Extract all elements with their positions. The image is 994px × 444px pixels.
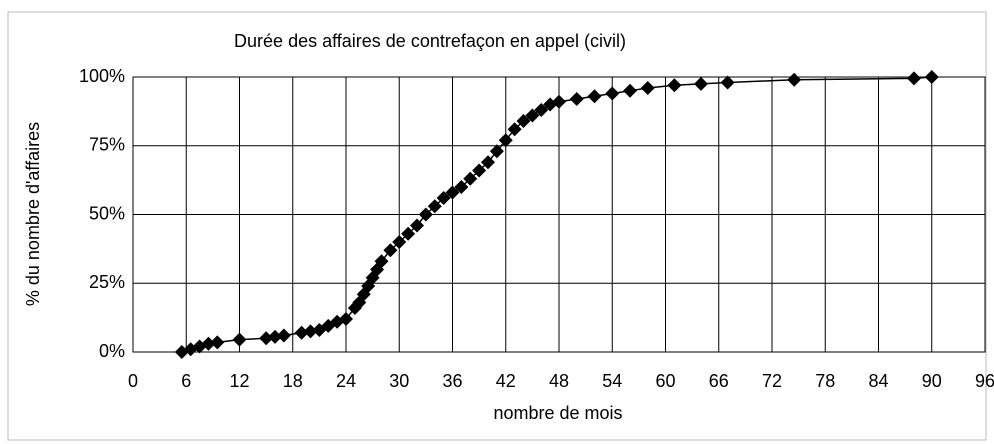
data-point [640, 81, 655, 95]
data-point [374, 254, 389, 269]
chart-border [7, 11, 987, 441]
data-point [463, 171, 478, 186]
data-point [436, 191, 451, 205]
x-tick-label: 18 [283, 371, 303, 391]
x-tick-label: 78 [815, 371, 835, 391]
y-tick-label: 50% [89, 203, 125, 223]
data-point [445, 185, 460, 200]
y-tick-label: 25% [89, 272, 125, 292]
data-point [534, 103, 549, 117]
data-point [472, 163, 487, 178]
y-tick-label: 0% [99, 341, 125, 361]
x-tick-label: 48 [549, 371, 569, 391]
x-tick-label: 72 [762, 371, 782, 391]
data-point [210, 335, 225, 350]
data-point [667, 78, 682, 93]
data-point [787, 72, 802, 87]
x-tick-label: 30 [389, 371, 409, 391]
data-point [303, 324, 318, 339]
x-tick-label: 60 [655, 371, 675, 391]
data-point [516, 114, 531, 128]
data-point [259, 331, 274, 346]
data-point [720, 75, 735, 90]
x-tick-label: 84 [868, 371, 888, 391]
data-point [525, 108, 540, 123]
y-tick-label: 100% [79, 66, 125, 86]
data-point [694, 76, 708, 91]
y-axis-label: % du nombre d'affaires [23, 122, 43, 306]
data-point [605, 86, 620, 101]
x-tick-label: 36 [442, 371, 462, 391]
data-point [507, 122, 522, 137]
data-point [587, 89, 602, 104]
data-point [489, 144, 504, 159]
data-point [569, 92, 584, 106]
plot-frame [132, 76, 986, 353]
data-point [410, 218, 424, 233]
x-tick-label: 54 [602, 371, 622, 391]
data-point [268, 329, 282, 344]
data-point [552, 94, 566, 109]
x-tick-label: 0 [128, 371, 138, 391]
x-tick-label: 42 [496, 371, 516, 391]
data-point [232, 332, 247, 347]
data-point [481, 155, 495, 170]
data-point [294, 325, 309, 340]
chart-title: Durée des affaires de contrefaçon en app… [234, 31, 626, 51]
data-point [276, 328, 291, 343]
data-point [418, 207, 433, 222]
x-tick-label: 12 [229, 371, 249, 391]
x-axis-label: nombre de mois [493, 403, 622, 423]
x-tick-label: 66 [709, 371, 729, 391]
data-point [498, 133, 513, 148]
data-point [907, 71, 921, 86]
x-tick-label: 96 [975, 371, 994, 391]
data-point [924, 70, 939, 84]
x-tick-label: 6 [181, 371, 191, 391]
data-point [201, 336, 216, 351]
x-tick-label: 90 [922, 371, 942, 391]
data-point [427, 199, 442, 214]
data-point [401, 226, 416, 241]
x-tick-label: 24 [336, 371, 356, 391]
data-point [623, 83, 637, 98]
data-point [392, 235, 407, 249]
data-point [383, 243, 398, 258]
data-point [339, 312, 353, 326]
y-tick-label: 75% [89, 135, 125, 155]
data-point [454, 180, 469, 194]
